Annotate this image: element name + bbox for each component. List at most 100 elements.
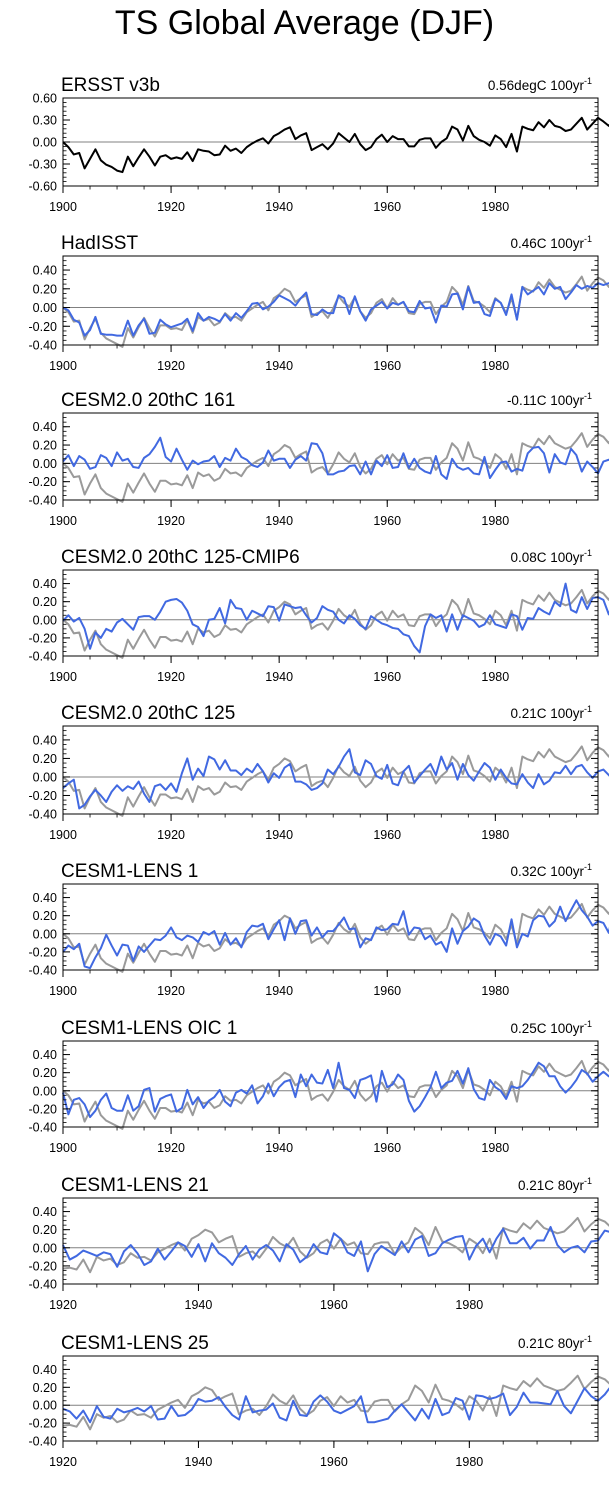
observed-reference-line xyxy=(62,432,609,503)
y-tick-label: 0.20 xyxy=(33,282,57,296)
x-tick-label: 1960 xyxy=(320,1298,348,1312)
x-tick-label: 1980 xyxy=(481,1141,509,1155)
observed-reference-line xyxy=(62,745,609,817)
panel-label: CESM2.0 20thC 125-CMIP6 xyxy=(61,547,300,568)
x-tick-label: 1900 xyxy=(49,359,77,373)
plot-frame xyxy=(62,255,599,346)
y-tick-label: 0.40 xyxy=(33,264,57,278)
y-tick-label: 0.00 xyxy=(33,613,57,627)
observed-reference-line xyxy=(62,902,609,973)
chart-panel: CESM1-LENS OIC 1 0.25C 100yr-1 0.40 0.20 0.0… xyxy=(29,1018,609,1155)
y-tick-label: -0.20 xyxy=(29,789,58,803)
page-title: TS Global Average (DJF) xyxy=(114,4,495,42)
trend-label: 0.46C 100yr-1 xyxy=(510,234,592,251)
model-series-line xyxy=(62,748,609,810)
chart-panel: ERSST v3b 0.56degC 100yr-1 0.60 0.30 0.00 -0.… xyxy=(29,75,609,214)
x-tick-label: 1900 xyxy=(49,1141,77,1155)
x-tick-label: 1960 xyxy=(373,828,401,842)
y-tick-label: 0.00 xyxy=(33,770,57,784)
y-tick-label: 0.20 xyxy=(33,752,57,766)
x-tick-label: 1940 xyxy=(265,984,293,998)
y-tick-label: 0.20 xyxy=(33,595,57,609)
x-tick-label: 1980 xyxy=(455,1298,483,1312)
y-tick-label: 0.00 xyxy=(33,927,57,941)
x-tick-label: 1920 xyxy=(157,359,185,373)
x-tick-label: 1940 xyxy=(265,514,293,528)
y-tick-label: -0.40 xyxy=(29,1278,58,1292)
trend-label: -0.11C 100yr-1 xyxy=(507,391,592,408)
y-tick-label: -0.20 xyxy=(29,631,58,645)
y-tick-label: 0.00 xyxy=(33,1399,57,1413)
plot-frame xyxy=(62,1197,599,1285)
x-tick-label: 1940 xyxy=(265,359,293,373)
x-tick-label: 1900 xyxy=(49,984,77,998)
x-tick-label: 1960 xyxy=(373,200,401,214)
y-tick-label: -0.20 xyxy=(29,320,58,334)
panel-label: CESM1-LENS 21 xyxy=(61,1175,209,1196)
x-tick-label: 1940 xyxy=(265,1141,293,1155)
x-tick-label: 1900 xyxy=(49,670,77,684)
x-tick-label: 1980 xyxy=(481,984,509,998)
model-series-line xyxy=(62,1387,609,1424)
trend-label: 0.21C 80yr-1 xyxy=(518,1176,592,1193)
y-tick-label: 0.30 xyxy=(33,114,57,128)
y-tick-label: 0.00 xyxy=(33,136,57,150)
x-tick-label: 1980 xyxy=(481,359,509,373)
y-tick-label: 0.20 xyxy=(33,439,57,453)
x-tick-label: 1920 xyxy=(157,200,185,214)
y-tick-label: 0.40 xyxy=(33,1205,57,1219)
y-tick-label: -0.40 xyxy=(29,339,58,353)
x-tick-label: 1900 xyxy=(49,200,77,214)
trend-label: 0.32C 100yr-1 xyxy=(510,862,592,879)
x-tick-label: 1960 xyxy=(373,670,401,684)
x-tick-label: 1920 xyxy=(49,1298,77,1312)
x-tick-label: 1940 xyxy=(265,670,293,684)
y-tick-label: -0.20 xyxy=(29,475,58,489)
observed-reference-line xyxy=(62,1374,609,1431)
y-tick-label: 0.00 xyxy=(33,301,57,315)
y-tick-label: -0.40 xyxy=(29,650,58,664)
y-tick-label: -0.20 xyxy=(29,945,58,959)
y-tick-label: -0.40 xyxy=(29,808,58,822)
chart-panel: CESM2.0 20thC 125 0.21C 100yr-1 0.40 0.20 0.… xyxy=(29,703,609,842)
y-tick-label: 0.40 xyxy=(33,1048,57,1062)
model-series-line xyxy=(62,1225,609,1273)
chart-panel: CESM1-LENS 1 0.32C 100yr-1 0.40 0.20 0.00 -0.… xyxy=(29,861,609,998)
x-tick-label: 1980 xyxy=(455,1455,483,1469)
x-tick-label: 1920 xyxy=(157,514,185,528)
chart-panel: HadISST 0.46C 100yr-1 0.40 0.20 0.00 -0.20 -0.… xyxy=(29,233,609,373)
y-tick-label: 0.40 xyxy=(33,733,57,747)
y-tick-label: 0.20 xyxy=(33,1223,57,1237)
x-tick-label: 1960 xyxy=(320,1455,348,1469)
y-tick-label: 0.40 xyxy=(33,577,57,591)
plot-frame xyxy=(62,569,599,657)
model-series-line xyxy=(62,282,609,337)
panel-label: CESM2.0 20thC 161 xyxy=(61,390,235,411)
plot-frame xyxy=(62,1355,599,1442)
x-tick-label: 1960 xyxy=(373,359,401,373)
x-tick-label: 1980 xyxy=(481,514,509,528)
panel-label: CESM1-LENS 25 xyxy=(61,1333,209,1354)
x-tick-label: 1920 xyxy=(49,1455,77,1469)
x-tick-label: 1920 xyxy=(157,670,185,684)
x-tick-label: 1940 xyxy=(185,1455,213,1469)
y-tick-label: 0.20 xyxy=(33,909,57,923)
y-tick-label: 0.00 xyxy=(33,1241,57,1255)
model-series-line xyxy=(62,899,609,970)
y-tick-label: 0.00 xyxy=(33,1084,57,1098)
trend-label: 0.21C 100yr-1 xyxy=(510,704,592,721)
y-tick-label: 0.40 xyxy=(33,420,57,434)
observed-reference-line xyxy=(62,1059,609,1130)
x-tick-label: 1980 xyxy=(481,200,509,214)
model-series-line xyxy=(62,1061,609,1119)
y-tick-label: 0.20 xyxy=(33,1066,57,1080)
x-tick-label: 1920 xyxy=(157,828,185,842)
y-tick-label: 0.00 xyxy=(33,457,57,471)
x-tick-label: 1940 xyxy=(185,1298,213,1312)
chart-panel: CESM1-LENS 21 0.21C 80yr-1 0.40 0.20 0.00 -0.… xyxy=(29,1175,609,1312)
trend-label: 0.21C 80yr-1 xyxy=(518,1334,592,1351)
y-tick-label: -0.40 xyxy=(29,964,58,978)
y-tick-label: 0.40 xyxy=(33,1363,57,1377)
panel-label: HadISST xyxy=(61,233,138,254)
